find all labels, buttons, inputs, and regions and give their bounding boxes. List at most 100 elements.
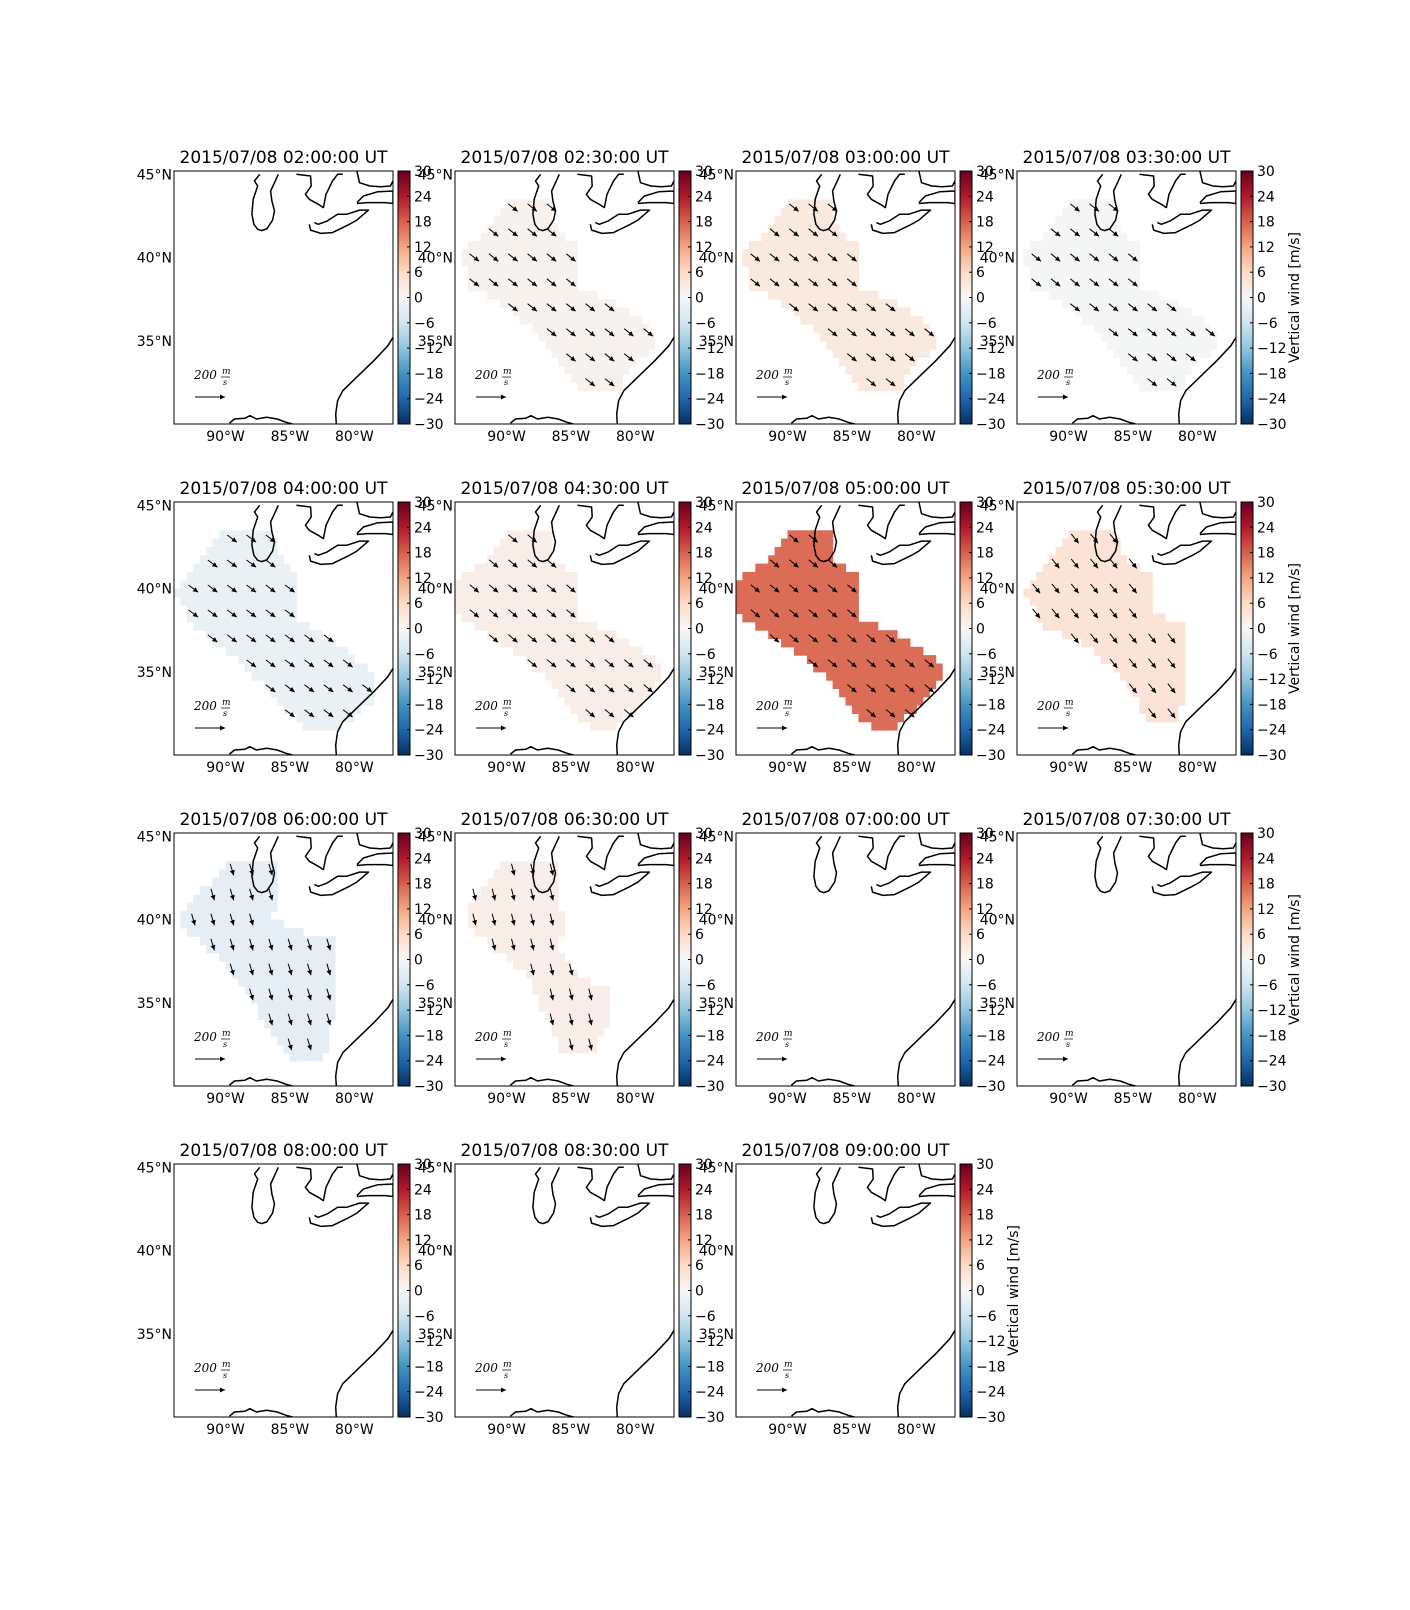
wind-cell	[232, 538, 239, 548]
lat-tick-label: 45°N	[699, 1160, 734, 1176]
wind-cell	[525, 944, 533, 954]
wind-arrow	[323, 659, 334, 668]
wind-cell	[1081, 290, 1089, 300]
wind-cell	[590, 638, 598, 648]
wind-cell	[322, 944, 330, 954]
wind-arrow	[284, 709, 295, 718]
wind-cell	[551, 952, 559, 962]
wind-cell	[570, 374, 578, 383]
wind-cell	[590, 655, 598, 664]
wind-cell	[813, 621, 821, 631]
wind-cell	[806, 646, 814, 656]
wind-cell	[251, 630, 259, 640]
wind-cell	[1081, 224, 1089, 234]
wind-cell	[1049, 621, 1057, 631]
wind-cell	[225, 555, 233, 565]
wind-cell	[257, 961, 265, 971]
wind-cell	[806, 613, 814, 623]
colorbar-tick-label: 6	[1257, 265, 1266, 281]
wind-cell	[341, 680, 349, 689]
wind-cell	[826, 571, 834, 581]
wind-cell	[871, 638, 879, 648]
wind-cell	[532, 307, 540, 317]
wind-cell	[832, 580, 840, 590]
wind-cell	[845, 638, 853, 648]
wind-cell	[302, 630, 310, 640]
coastlines	[790, 502, 955, 755]
wind-cell	[1107, 257, 1115, 267]
wind-cell	[545, 919, 553, 929]
wind-cell	[335, 663, 342, 673]
wind-cell	[1145, 580, 1153, 590]
wind-cell	[238, 571, 246, 581]
wind-cell	[635, 655, 643, 664]
panel-title: 2015/07/08 02:30:00 UT	[461, 148, 670, 168]
wind-cell	[806, 232, 814, 242]
wind-cell	[474, 257, 482, 267]
wind-cell	[583, 994, 591, 1004]
colorbar-tick-label: 6	[695, 265, 704, 281]
wind-cell	[577, 671, 585, 681]
wind-cell	[583, 630, 591, 640]
wind-cell	[583, 307, 591, 317]
wind-cell	[474, 563, 482, 573]
wind-cell	[493, 927, 501, 937]
wind-arrow	[1031, 278, 1042, 287]
wind-cell	[858, 713, 866, 723]
wind-cell	[257, 605, 265, 615]
wind-cell	[1087, 224, 1095, 234]
wind-cell	[1132, 324, 1140, 333]
wind-cell	[570, 605, 578, 615]
wind-cell	[794, 563, 801, 573]
wind-cell	[806, 215, 814, 225]
wind-cell	[909, 646, 917, 656]
wind-cell	[193, 621, 201, 631]
wind-cell	[877, 340, 885, 350]
wind-cell	[1107, 240, 1115, 250]
colorbar-tick-label: −6	[976, 978, 997, 994]
lon-tick-label: 85°W	[271, 760, 310, 776]
wind-arrow	[307, 1038, 312, 1051]
wind-cell	[761, 580, 769, 590]
wind-arrow	[885, 328, 896, 337]
wind-cell	[277, 671, 285, 681]
quiver-key-unit-denominator: s	[785, 1040, 789, 1049]
wind-cell	[360, 663, 368, 673]
wind-cell	[916, 324, 924, 333]
wind-cell	[1062, 290, 1070, 300]
wind-cell	[800, 299, 808, 309]
coastline-huron	[577, 504, 624, 540]
wind-cell	[1107, 207, 1115, 217]
wind-cell	[558, 994, 566, 1004]
colorbar-tick-label: 6	[414, 927, 423, 943]
wind-cell	[845, 240, 853, 250]
colorbar-tick-label: −6	[1257, 647, 1278, 663]
wind-cell	[315, 696, 323, 706]
wind-cell	[851, 265, 859, 275]
wind-cell	[871, 655, 879, 664]
wind-cell	[558, 324, 566, 333]
wind-cell	[551, 911, 559, 921]
wind-cell	[858, 696, 866, 706]
wind-cell	[206, 571, 214, 581]
wind-cell	[1139, 605, 1147, 615]
wind-arrow	[623, 659, 634, 668]
wind-cell	[519, 911, 527, 921]
lon-tick-label: 90°W	[1049, 760, 1088, 776]
wind-cell	[506, 869, 514, 879]
wind-cell	[1094, 630, 1102, 640]
wind-cell	[1055, 274, 1063, 284]
wind-cell	[289, 944, 297, 954]
wind-cell	[225, 621, 233, 631]
wind-cell	[309, 1019, 317, 1029]
lat-tick-label: 40°N	[699, 582, 734, 598]
wind-cell	[232, 961, 239, 971]
wind-cell	[1120, 282, 1128, 292]
wind-cell	[519, 199, 527, 209]
wind-cell	[1113, 580, 1121, 590]
wind-cell	[800, 613, 808, 623]
lat-tick-label: 45°N	[980, 167, 1015, 183]
wind-cell	[238, 546, 246, 556]
wind-cell	[1139, 663, 1147, 673]
